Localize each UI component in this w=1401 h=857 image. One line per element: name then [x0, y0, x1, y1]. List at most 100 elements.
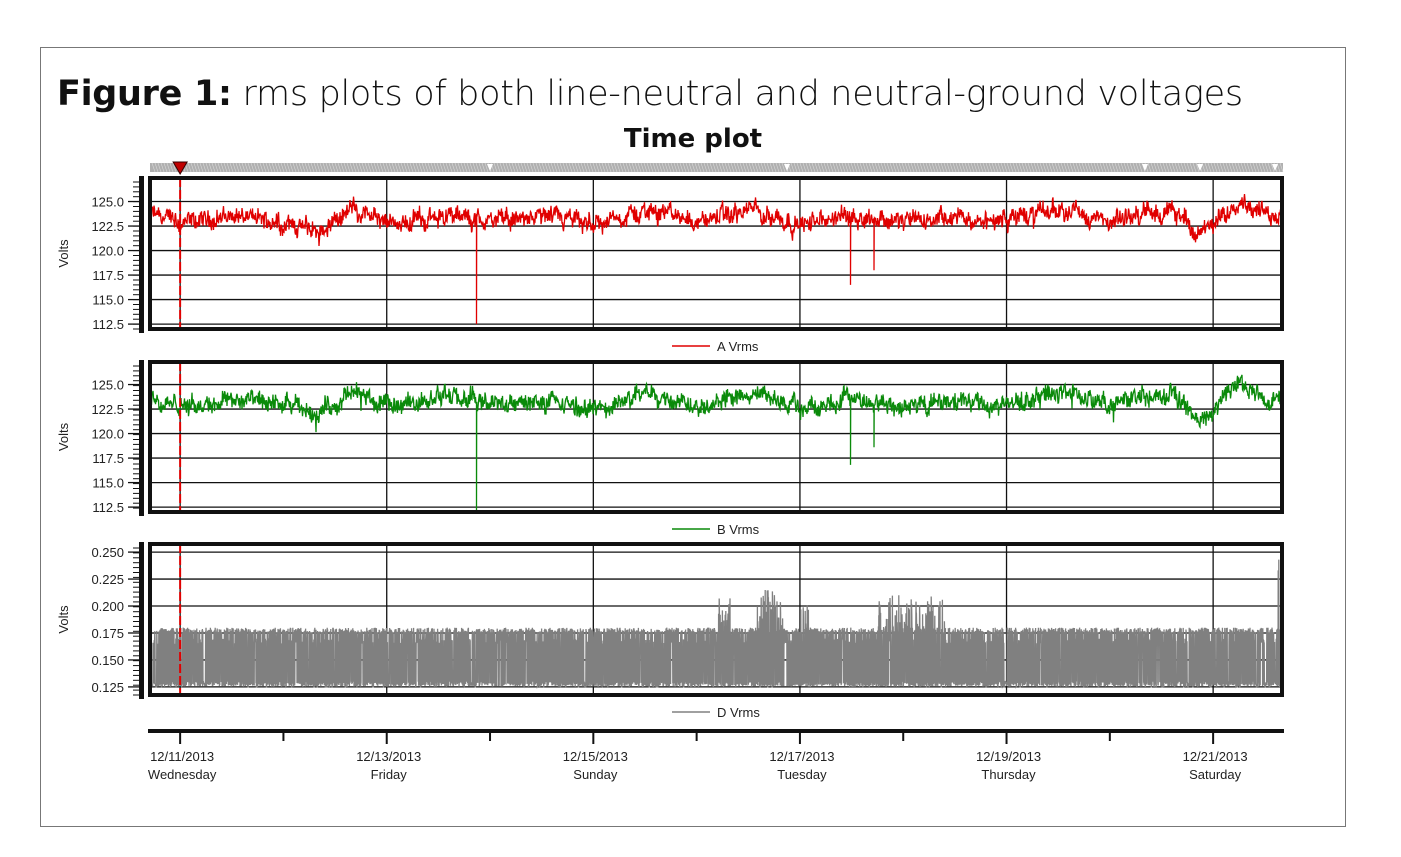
- x-tick-day: Wednesday: [148, 767, 217, 782]
- strip-hatch: [727, 162, 732, 173]
- strip-hatch: [1216, 162, 1221, 173]
- series-line-d-vrms: [151, 559, 1282, 689]
- x-tick-date: 12/19/2013: [976, 749, 1041, 764]
- strip-hatch: [1183, 162, 1188, 173]
- strip-hatch: [1012, 162, 1017, 173]
- strip-hatch: [1189, 162, 1194, 173]
- strip-hatch: [703, 162, 708, 173]
- strip-hatch: [850, 162, 855, 173]
- strip-hatch: [616, 162, 621, 173]
- strip-hatch: [793, 162, 798, 173]
- y-tick-label: 117.5: [92, 268, 124, 283]
- strip-hatch: [361, 162, 366, 173]
- strip-hatch: [418, 162, 423, 173]
- strip-hatch: [1048, 162, 1053, 173]
- x-tick-date: 12/21/2013: [1183, 749, 1248, 764]
- strip-hatch: [1051, 162, 1056, 173]
- strip-hatch: [496, 162, 501, 173]
- strip-hatch: [319, 162, 324, 173]
- strip-hatch: [250, 162, 255, 173]
- strip-hatch: [646, 162, 651, 173]
- strip-hatch: [427, 162, 432, 173]
- strip-hatch: [1003, 162, 1008, 173]
- strip-hatch: [286, 162, 291, 173]
- strip-hatch: [337, 162, 342, 173]
- strip-hatch: [343, 162, 348, 173]
- strip-hatch: [820, 162, 825, 173]
- strip-hatch: [985, 162, 990, 173]
- strip-hatch: [664, 162, 669, 173]
- strip-hatch: [751, 162, 756, 173]
- strip-hatch: [430, 162, 435, 173]
- strip-hatch: [688, 162, 693, 173]
- strip-hatch: [1264, 162, 1269, 173]
- strip-hatch: [895, 162, 900, 173]
- strip-hatch: [445, 162, 450, 173]
- figure-caption: rms plots of both line-neutral and neutr…: [231, 74, 1244, 114]
- strip-hatch: [220, 162, 225, 173]
- strip-hatch: [1123, 162, 1128, 173]
- strip-hatch: [1114, 162, 1119, 173]
- strip-hatch: [1138, 162, 1143, 173]
- strip-hatch: [169, 162, 174, 173]
- strip-hatch: [592, 162, 597, 173]
- strip-hatch: [1117, 162, 1122, 173]
- strip-hatch: [589, 162, 594, 173]
- strip-hatch: [865, 162, 870, 173]
- strip-hatch: [796, 162, 801, 173]
- strip-hatch: [1111, 162, 1116, 173]
- strip-hatch: [238, 162, 243, 173]
- strip-hatch: [493, 162, 498, 173]
- strip-hatch: [1210, 162, 1215, 173]
- strip-hatch: [265, 162, 270, 173]
- strip-hatch: [1222, 162, 1227, 173]
- panel-1: 125.0 122.5 120.0 117.5 115.0 112.5 Volts A Vrm…: [56, 176, 1284, 354]
- strip-hatch: [253, 162, 258, 173]
- strip-hatch: [340, 162, 345, 173]
- strip-hatch: [901, 162, 906, 173]
- strip-hatch: [769, 162, 774, 173]
- strip-hatch: [814, 162, 819, 173]
- strip-hatch: [439, 162, 444, 173]
- strip-hatch: [835, 162, 840, 173]
- strip-hatch: [886, 162, 891, 173]
- strip-hatch: [805, 162, 810, 173]
- strip-hatch: [754, 162, 759, 173]
- strip-hatch: [997, 162, 1002, 173]
- strip-hatch: [877, 162, 882, 173]
- cursor-marker-icon: [172, 161, 188, 175]
- strip-hatch: [1225, 162, 1230, 173]
- strip-hatch: [871, 162, 876, 173]
- strip-hatch: [898, 162, 903, 173]
- strip-hatch: [1240, 162, 1245, 173]
- strip-hatch: [559, 162, 564, 173]
- strip-hatch: [1237, 162, 1242, 173]
- strip-hatch: [1054, 162, 1059, 173]
- strip-hatch: [535, 162, 540, 173]
- y-tick-label: 122.5: [91, 219, 124, 234]
- panel-3: 0.250 0.225 0.200 0.175 0.150 0.125 Volts D Vrm…: [56, 542, 1284, 720]
- strip-hatch: [511, 162, 516, 173]
- strip-hatch: [1195, 162, 1200, 173]
- strip-hatch: [829, 162, 834, 173]
- strip-hatch: [760, 162, 765, 173]
- strip-hatch: [1120, 162, 1125, 173]
- strip-hatch: [376, 162, 381, 173]
- strip-hatch: [484, 162, 489, 173]
- strip-hatch: [700, 162, 705, 173]
- strip-hatch: [1027, 162, 1032, 173]
- strip-hatch: [1153, 162, 1158, 173]
- x-tick-date: 12/13/2013: [356, 749, 421, 764]
- strip-hatch: [436, 162, 441, 173]
- x-tick-day: Sunday: [573, 767, 618, 782]
- strip-hatch: [280, 162, 285, 173]
- strip-hatch: [1069, 162, 1074, 173]
- strip-hatch: [880, 162, 885, 173]
- x-tick-date: 12/15/2013: [563, 749, 628, 764]
- strip-hatch: [772, 162, 777, 173]
- strip-hatch: [874, 162, 879, 173]
- strip-hatch: [151, 162, 156, 173]
- strip-hatch: [1168, 162, 1173, 173]
- strip-hatch: [1246, 162, 1251, 173]
- strip-hatch: [217, 162, 222, 173]
